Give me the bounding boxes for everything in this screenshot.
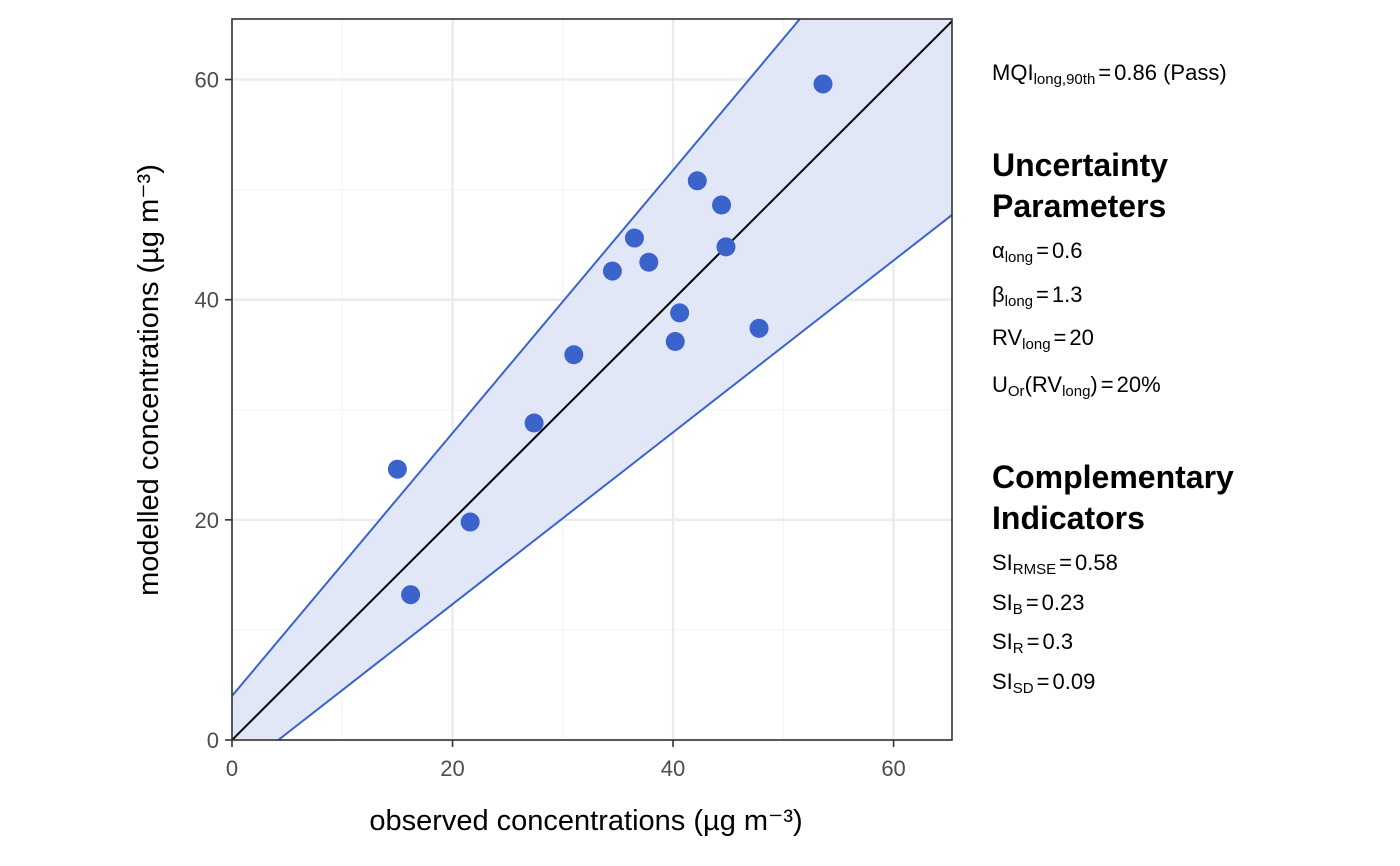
si-r-sub: R xyxy=(1012,640,1024,657)
si-rmse-eq: = xyxy=(1059,550,1072,575)
y-tick-label: 60 xyxy=(195,68,219,93)
mqi-base: MQI xyxy=(992,60,1034,85)
identity-line xyxy=(232,20,952,740)
si-sd-base: SI xyxy=(992,669,1013,694)
data-point xyxy=(813,74,833,94)
alpha-value: 0.6 xyxy=(1051,238,1083,263)
data-point xyxy=(524,413,544,433)
alpha-sub: long xyxy=(1004,249,1034,266)
data-point xyxy=(624,228,644,248)
uncertainty-heading-line1: Uncertainty xyxy=(992,147,1169,183)
mqi-eq: = xyxy=(1098,60,1112,85)
x-tick-label: 60 xyxy=(881,756,905,781)
mqi-value: 0.86 (Pass) xyxy=(1114,60,1227,85)
si-b-value: 0.23 xyxy=(1041,590,1085,615)
si-sd-eq: = xyxy=(1036,669,1050,694)
si-b-line: SIB = 0.23 xyxy=(992,590,1085,618)
uor-sub: Or xyxy=(1007,383,1025,400)
data-point xyxy=(670,303,690,323)
x-tick-label: 40 xyxy=(661,756,685,781)
indicator-panel: MQIlong,90th = 0.86 (Pass) Uncertainty Par… xyxy=(992,0,1392,866)
uor-close: ) xyxy=(1090,372,1098,397)
data-point xyxy=(401,585,421,605)
band-lower-line xyxy=(277,214,952,740)
alpha-base: α xyxy=(992,238,1005,263)
data-point xyxy=(460,512,480,532)
x-tick-label: 0 xyxy=(226,756,238,781)
x-axis-title: observed concentrations (µg m⁻³) xyxy=(369,805,802,837)
si-r-line: SIR = 0.3 xyxy=(992,629,1074,657)
rv-sub: long xyxy=(1022,336,1051,353)
mqi-line: MQIlong,90th = 0.86 (Pass) xyxy=(992,60,1227,88)
rv-line: RVlong = 20 xyxy=(992,325,1094,353)
data-point xyxy=(687,171,707,191)
y-tick-label: 0 xyxy=(207,728,219,753)
complementary-heading-line2: Indicators xyxy=(992,500,1145,536)
beta-sub: long xyxy=(1004,293,1034,310)
beta-value: 1.3 xyxy=(1051,282,1083,307)
si-sd-value: 0.09 xyxy=(1052,669,1096,694)
beta-line: βlong = 1.3 xyxy=(992,282,1083,310)
si-sd-line: SISD = 0.09 xyxy=(992,669,1096,697)
si-rmse-line: SIRMSE = 0.58 xyxy=(992,550,1118,578)
si-rmse-sub: RMSE xyxy=(1012,561,1057,578)
data-point xyxy=(716,237,736,257)
data-point xyxy=(387,459,407,479)
y-axis-title: modelled concentrations (µg m⁻³) xyxy=(133,164,165,596)
rv-base: RV xyxy=(992,325,1023,350)
complementary-heading: Complementary Indicators xyxy=(992,457,1234,539)
uncertainty-heading: Uncertainty Parameters xyxy=(992,145,1168,227)
data-point xyxy=(639,252,659,272)
si-r-base: SI xyxy=(992,629,1013,654)
y-tick-label: 40 xyxy=(195,288,219,313)
data-point xyxy=(712,195,732,215)
uor-open: (RV xyxy=(1024,372,1063,397)
uncertainty-heading-line2: Parameters xyxy=(992,188,1167,224)
panel-border xyxy=(231,18,953,741)
si-rmse-base: SI xyxy=(992,550,1013,575)
si-rmse-value: 0.58 xyxy=(1075,550,1118,575)
axis-ticks: 0 20 40 60 0 20 40 60 xyxy=(195,68,906,781)
data-point xyxy=(749,318,769,338)
uor-inner-sub: long xyxy=(1062,383,1091,400)
x-tick-label: 20 xyxy=(440,756,464,781)
complementary-heading-line1: Complementary xyxy=(992,459,1234,495)
uor-eq: = xyxy=(1100,372,1114,397)
y-tick-label: 20 xyxy=(195,508,219,533)
data-point xyxy=(665,332,685,352)
panel-frame xyxy=(231,18,953,741)
band-upper-line xyxy=(232,19,801,697)
alpha-line: αlong = 0.6 xyxy=(992,238,1083,266)
uor-line: UOr(RVlong) = 20% xyxy=(992,372,1161,400)
si-r-eq: = xyxy=(1026,629,1040,654)
si-b-eq: = xyxy=(1025,590,1039,615)
identity-line-group xyxy=(232,20,952,740)
data-point xyxy=(564,345,584,365)
si-b-sub: B xyxy=(1012,601,1023,618)
uor-base: U xyxy=(992,372,1008,397)
mqi-sub: long,90th xyxy=(1033,71,1096,88)
uor-value: 20% xyxy=(1116,372,1161,397)
beta-eq: = xyxy=(1036,282,1049,307)
beta-base: β xyxy=(992,282,1005,307)
rv-value: 20 xyxy=(1069,325,1094,350)
data-points xyxy=(387,74,833,605)
alpha-eq: = xyxy=(1036,238,1049,263)
data-point xyxy=(602,261,622,281)
si-sd-sub: SD xyxy=(1012,680,1034,697)
rv-eq: = xyxy=(1053,325,1067,350)
si-b-base: SI xyxy=(992,590,1013,615)
si-r-value: 0.3 xyxy=(1042,629,1074,654)
